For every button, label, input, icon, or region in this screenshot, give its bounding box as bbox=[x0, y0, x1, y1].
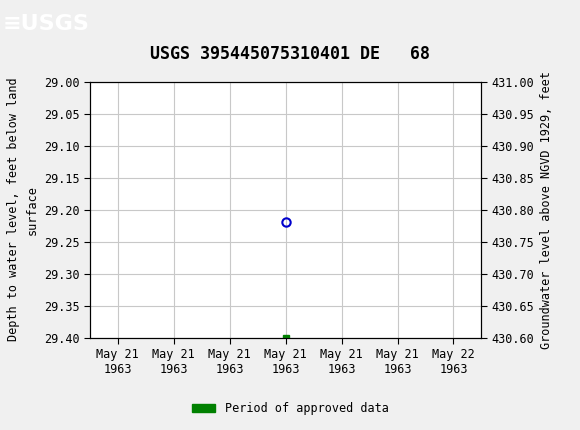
Text: USGS 395445075310401 DE   68: USGS 395445075310401 DE 68 bbox=[150, 45, 430, 63]
Y-axis label: Depth to water level, feet below land
surface: Depth to water level, feet below land su… bbox=[8, 78, 38, 341]
Legend: Period of approved data: Period of approved data bbox=[187, 397, 393, 420]
Y-axis label: Groundwater level above NGVD 1929, feet: Groundwater level above NGVD 1929, feet bbox=[540, 71, 553, 349]
Text: ≡USGS: ≡USGS bbox=[3, 14, 90, 34]
